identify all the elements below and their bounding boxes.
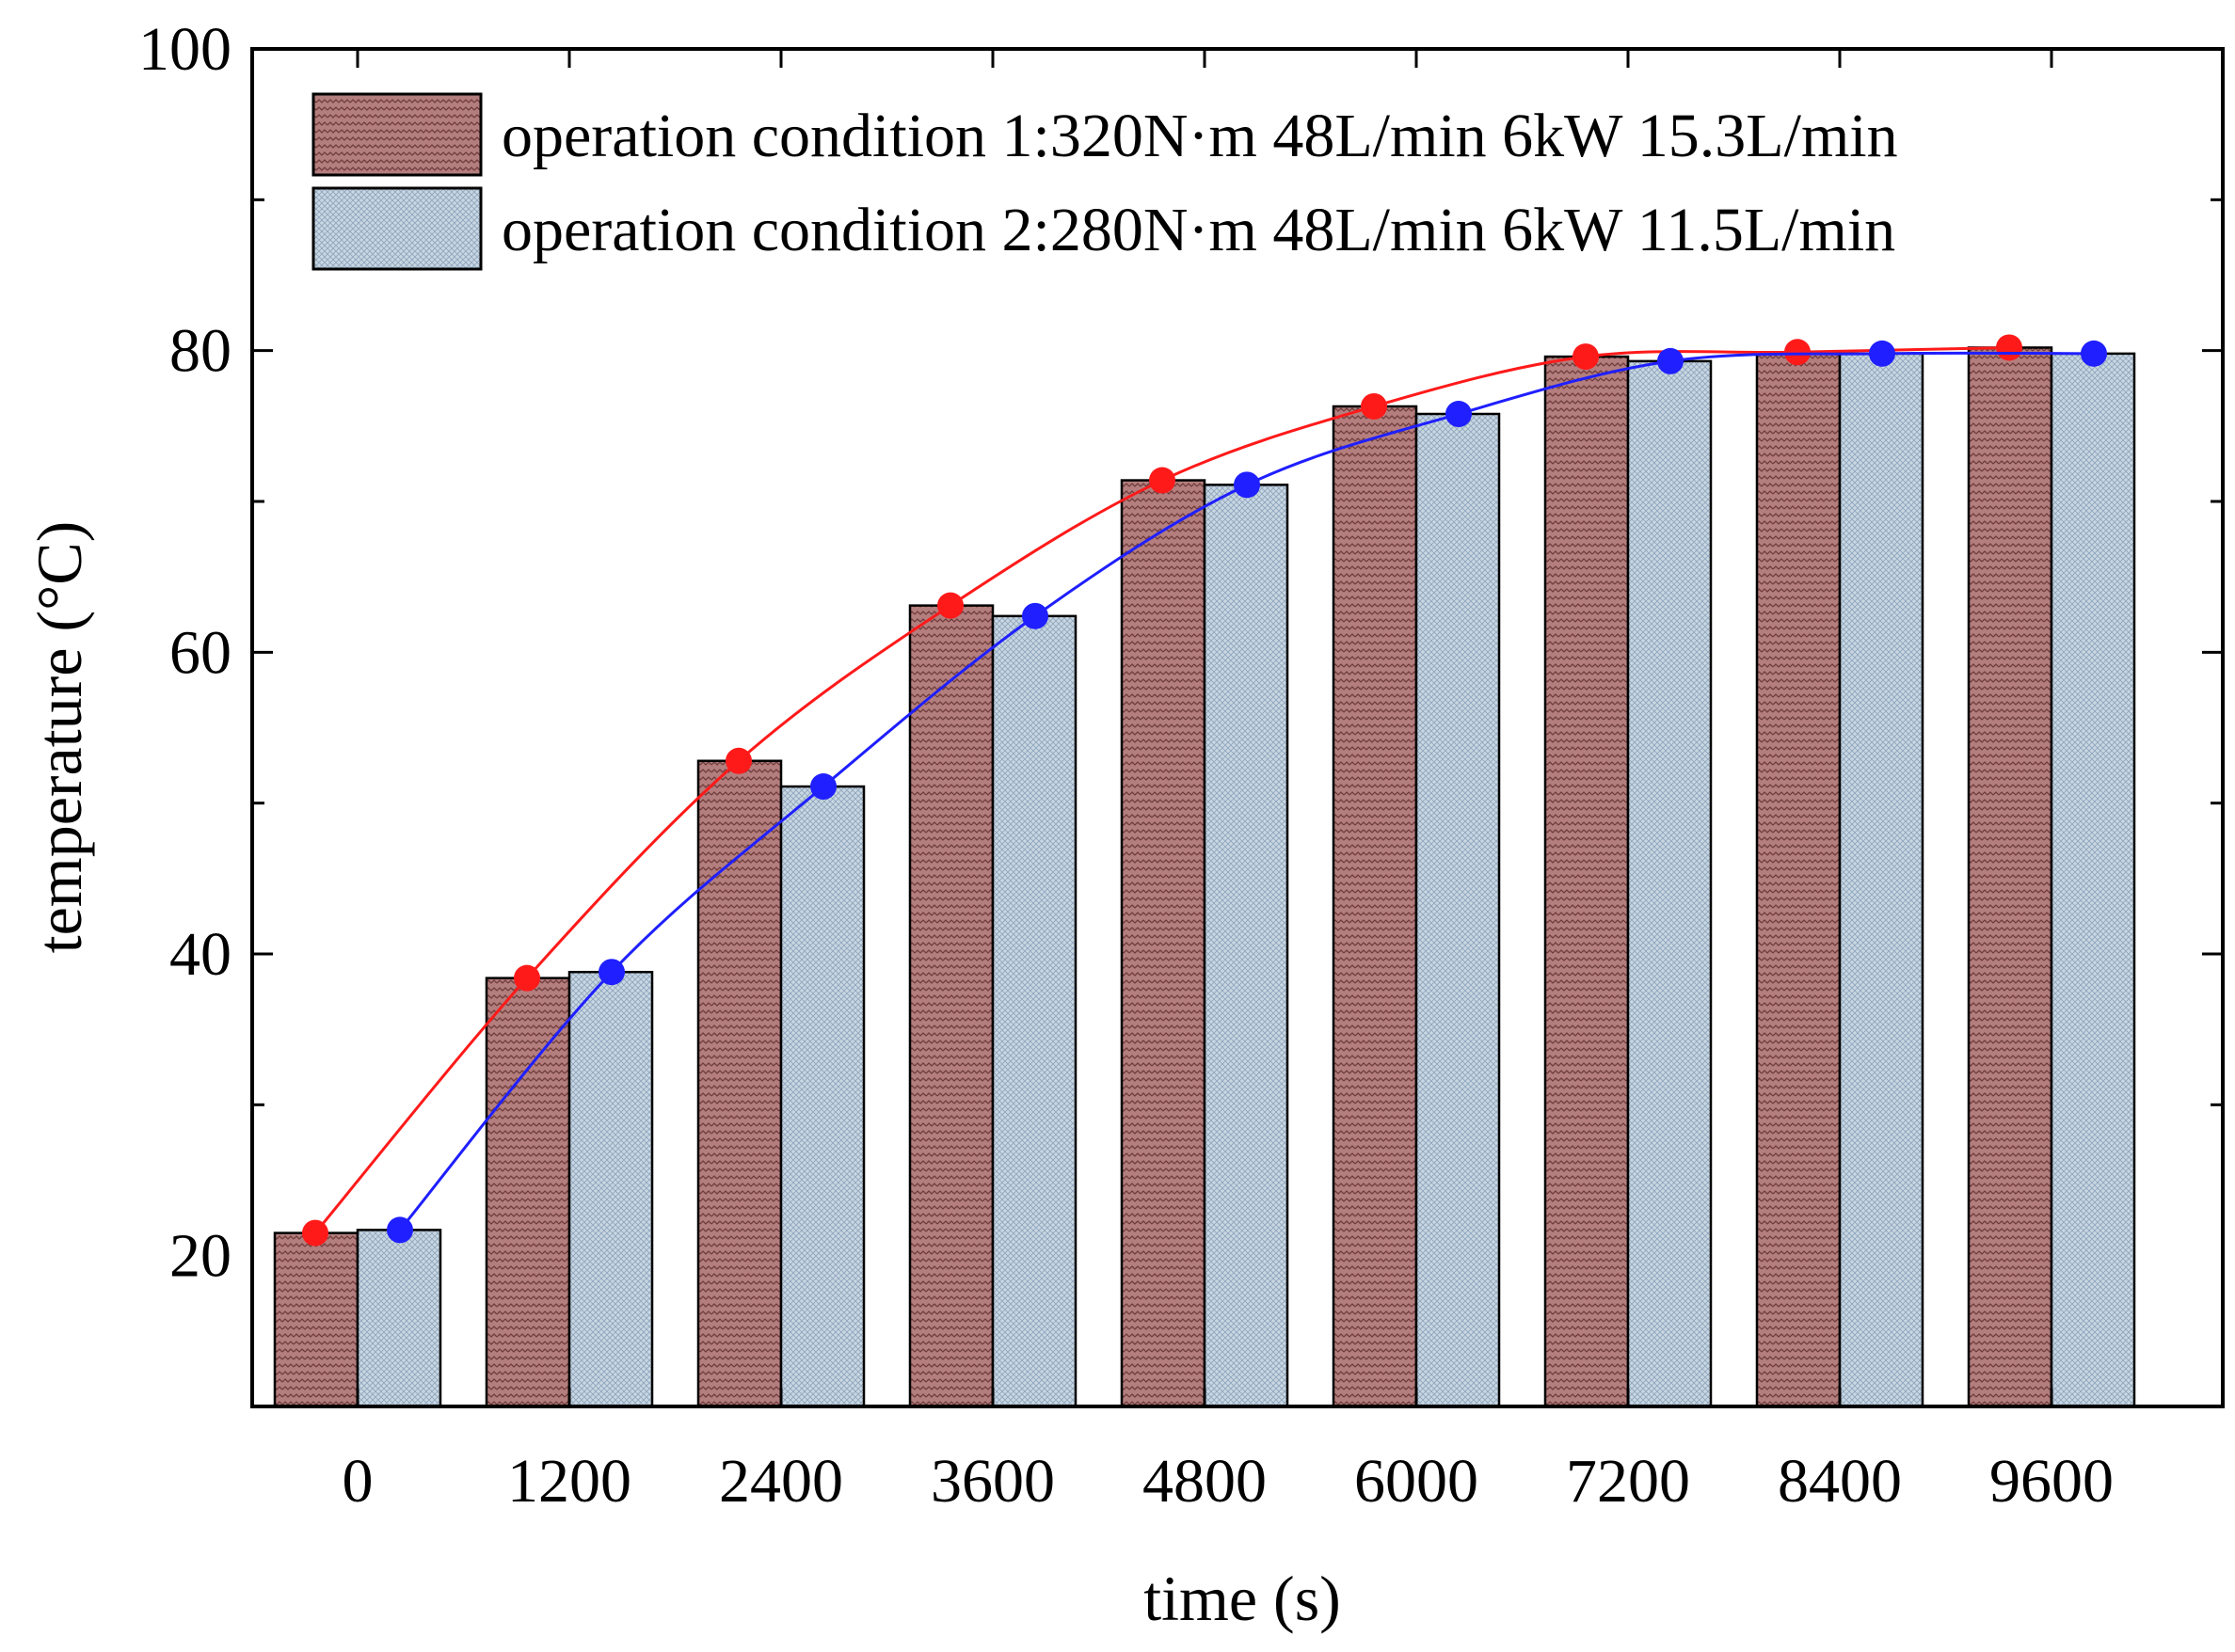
bar-series2-6000: [1414, 412, 1501, 1408]
bar-series1-4800: [1120, 479, 1206, 1408]
bar-series2-0: [356, 1229, 442, 1408]
bar-series2-9600: [2050, 352, 2136, 1408]
bar-series2-2400: [779, 785, 866, 1408]
x-tick-label-9600: 9600: [1989, 1447, 2114, 1516]
point-series1-3600: [937, 592, 964, 619]
legend-swatch-series2: [311, 186, 483, 271]
legend-swatch-series1: [311, 92, 483, 177]
point-series1-9600: [1996, 334, 2022, 361]
point-series1-4800: [1149, 467, 1175, 494]
point-series2-4800: [1234, 471, 1260, 499]
bar-series1-9600: [1967, 346, 2053, 1408]
point-series2-9600: [2081, 340, 2107, 367]
point-series2-6000: [1445, 401, 1472, 428]
y-tick-label-20: 20: [169, 1222, 231, 1291]
bar-series2-4800: [1203, 484, 1289, 1408]
point-series2-8400: [1869, 340, 1895, 367]
y-tick-label-80: 80: [169, 317, 231, 386]
bar-series1-3600: [908, 604, 995, 1408]
bars-layer: [273, 346, 2136, 1408]
y-tick-label-100: 100: [138, 15, 231, 84]
point-series1-7200: [1572, 343, 1599, 371]
y-tick-label-60: 60: [169, 618, 231, 687]
point-series1-0: [302, 1219, 328, 1247]
point-series2-7200: [1657, 347, 1684, 374]
bar-series2-1200: [567, 970, 654, 1408]
point-series1-8400: [1784, 339, 1811, 366]
lines-layer: [302, 334, 2107, 1247]
y-tick-label-40: 40: [169, 920, 231, 989]
x-tick-label-6000: 6000: [1354, 1447, 1478, 1516]
bar-series1-0: [273, 1231, 359, 1408]
point-series2-0: [387, 1216, 413, 1244]
bar-series2-7200: [1626, 359, 1713, 1408]
line-series2: [398, 351, 2095, 1231]
x-tick-label-3600: 3600: [931, 1447, 1055, 1516]
point-series2-1200: [599, 959, 625, 986]
bar-series2-3600: [991, 614, 1078, 1408]
point-series1-6000: [1361, 392, 1387, 420]
x-tick-label-4800: 4800: [1142, 1447, 1267, 1516]
y-axis-title: temperature (°C): [24, 521, 95, 954]
bar-series1-8400: [1755, 351, 1842, 1408]
legend: operation condition 1:320N·m 48L/min 6kW…: [311, 92, 1898, 271]
plot-frame: [250, 47, 2225, 1408]
legend-label-series2: operation condition 2:280N·m 48L/min 6kW…: [502, 196, 1895, 264]
bar-series1-1200: [485, 977, 571, 1408]
x-tick-label-2400: 2400: [719, 1447, 843, 1516]
x-tick-label-8400: 8400: [1778, 1447, 1902, 1516]
point-series1-1200: [514, 964, 540, 992]
x-tick-label-1200: 1200: [507, 1447, 631, 1516]
bar-series2-8400: [1838, 352, 1924, 1408]
bar-series1-7200: [1543, 355, 1630, 1408]
bar-series1-6000: [1332, 405, 1418, 1408]
axes-layer: 20 40 60 80 100 0 1200 2400 3600 4800 6000 7200 8400…: [24, 15, 2225, 1634]
point-series2-2400: [810, 773, 837, 801]
x-tick-label-0: 0: [343, 1447, 374, 1516]
point-series1-2400: [726, 747, 752, 774]
x-tick-label-7200: 7200: [1566, 1447, 1690, 1516]
line-series1: [313, 345, 2010, 1234]
x-axis-title: time (s): [1143, 1563, 1341, 1634]
point-series2-3600: [1022, 602, 1048, 629]
legend-label-series1: operation condition 1:320N·m 48L/min 6kW…: [502, 102, 1898, 170]
bar-series1-2400: [696, 759, 783, 1408]
